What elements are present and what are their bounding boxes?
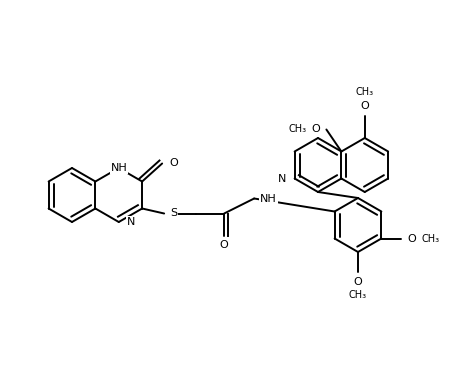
Text: N: N (127, 217, 135, 227)
Text: NH: NH (260, 194, 277, 203)
Text: O: O (360, 101, 369, 111)
Text: CH₃: CH₃ (349, 290, 367, 300)
Text: CH₃: CH₃ (356, 87, 374, 97)
Text: O: O (169, 159, 178, 168)
Text: NH: NH (110, 163, 127, 173)
Text: O: O (354, 277, 362, 287)
Text: CH₃: CH₃ (421, 234, 440, 244)
Text: O: O (220, 241, 229, 251)
Text: O: O (311, 125, 321, 135)
Text: S: S (170, 208, 177, 218)
Text: O: O (407, 234, 416, 244)
Text: CH₃: CH₃ (288, 125, 306, 135)
Text: N: N (278, 173, 287, 184)
